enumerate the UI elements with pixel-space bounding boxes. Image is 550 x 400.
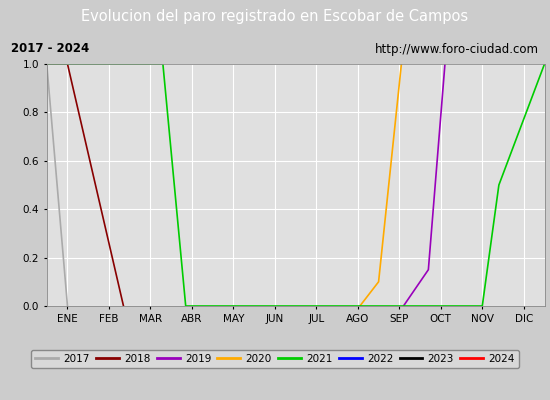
Text: Evolucion del paro registrado en Escobar de Campos: Evolucion del paro registrado en Escobar… <box>81 10 469 24</box>
Text: 2017 - 2024: 2017 - 2024 <box>11 42 89 56</box>
Legend: 2017, 2018, 2019, 2020, 2021, 2022, 2023, 2024: 2017, 2018, 2019, 2020, 2021, 2022, 2023… <box>31 350 519 368</box>
Text: http://www.foro-ciudad.com: http://www.foro-ciudad.com <box>375 42 539 56</box>
